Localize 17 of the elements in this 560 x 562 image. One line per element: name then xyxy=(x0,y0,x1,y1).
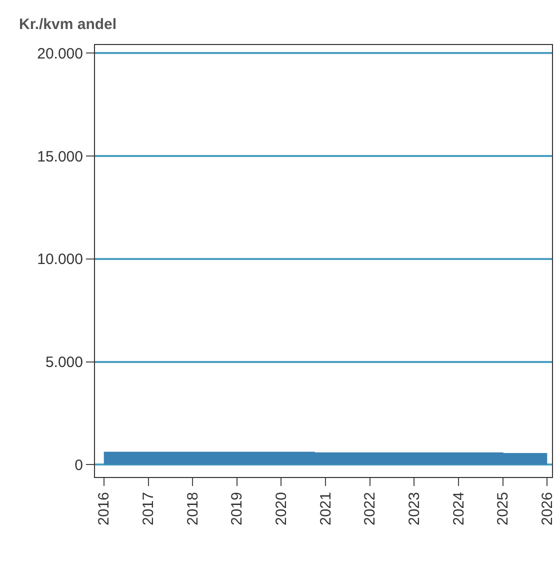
x-tick-label: 2020 xyxy=(273,492,290,526)
x-tick-label: 2016 xyxy=(96,492,113,526)
x-tick-label: 2026 xyxy=(539,492,556,526)
x-tick-label: 2017 xyxy=(140,492,158,526)
x-tick-label: 2025 xyxy=(494,492,512,526)
y-tick-label: 15.000 xyxy=(37,148,83,166)
y-tick-label: 20.000 xyxy=(37,45,83,62)
x-tick-label: 2021 xyxy=(317,492,334,526)
x-tick-label: 2023 xyxy=(406,492,424,526)
x-tick-label: 2024 xyxy=(450,492,468,526)
x-tick-label: 2018 xyxy=(184,492,202,526)
x-tick-label: 2019 xyxy=(228,492,246,526)
x-tick-label: 2022 xyxy=(362,492,379,526)
y-tick-label: 5.000 xyxy=(45,354,83,372)
y-tick-label: 10.000 xyxy=(37,251,83,268)
y-axis-title: Kr./kvm andel xyxy=(19,16,117,33)
y-tick-label: 0 xyxy=(74,456,83,474)
